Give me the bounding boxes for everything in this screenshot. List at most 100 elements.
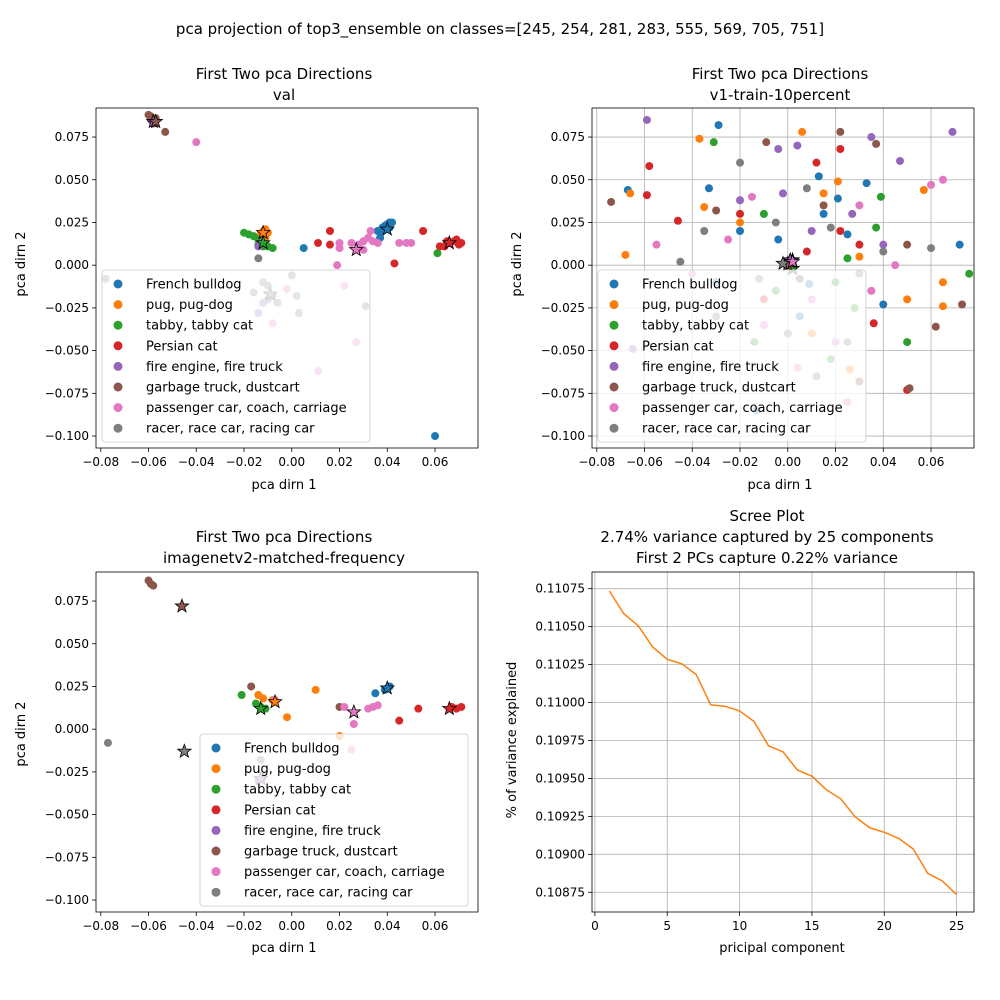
imagenetv2-series-1-point (259, 694, 268, 703)
train-legend-marker (609, 403, 619, 413)
train-y-tick-label: 0.050 (551, 173, 585, 187)
imagenetv2-series-7-centroid-star (176, 743, 193, 758)
imagenetv2-legend-label: passenger car, coach, carriage (244, 865, 445, 880)
val-x-axis-label: pca dirn 1 (251, 478, 316, 493)
train-series-1-point (819, 189, 828, 198)
val-series-6-point (395, 238, 404, 247)
train-series-7-centroid-star (775, 255, 791, 271)
imagenetv2-axes-frame (95, 571, 479, 913)
train-scatter-panel: First Two pca Directions v1-train-10perc… (510, 65, 975, 493)
train-series-4-point (736, 196, 745, 205)
scree-x-tick-label: 10 (732, 919, 747, 933)
imagenetv2-x-tick-label: −0.04 (178, 919, 215, 933)
val-legend-label: garbage truck, dustcart (146, 381, 300, 396)
train-y-tick-label: −0.050 (541, 344, 585, 358)
scree-plot-panel: Scree Plot 2.74% variance captured by 25… (505, 507, 975, 956)
imagenetv2-series-0-centroid-star (379, 680, 396, 695)
val-series-3-point (435, 242, 444, 251)
train-series-6-point (891, 261, 900, 270)
train-series-6-point (938, 175, 947, 184)
imagenetv2-x-tick-label: −0.02 (226, 919, 263, 933)
train-y-tick-label: 0.000 (551, 258, 585, 272)
val-y-tick-label: −0.100 (45, 429, 89, 443)
val-x-tick-label: −0.06 (130, 455, 167, 469)
train-series-3-point (869, 319, 878, 328)
train-y-tick-label: 0.025 (551, 215, 585, 229)
scree-axes-frame (591, 571, 975, 913)
val-series-0-point (299, 244, 308, 253)
imagenetv2-y-axis-label: pca dirn 2 (14, 701, 29, 766)
train-series-1-point (626, 189, 635, 198)
imagenetv2-legend-marker (211, 867, 221, 877)
train-series-6-point (867, 286, 876, 295)
imagenetv2-y-tick-label: −0.025 (45, 765, 89, 779)
val-series-6-point (366, 227, 375, 236)
train-series-1-point (938, 278, 947, 287)
imagenetv2-series-3-centroid-star (441, 700, 458, 716)
val-legend-label: passenger car, coach, carriage (146, 401, 347, 416)
val-series-5-centroid-star (147, 113, 164, 129)
train-legend-marker (609, 300, 619, 310)
scree-x-tick-label: 25 (949, 919, 964, 933)
imagenetv2-x-tick-label: 0.06 (422, 919, 449, 933)
train-x-tick-label: −0.02 (722, 455, 759, 469)
val-legend-marker (113, 423, 123, 433)
scree-y-axis-label: % of variance explained (505, 662, 520, 819)
train-series-1-point (833, 177, 842, 186)
train-legend-label: fire engine, fire truck (642, 360, 779, 375)
imagenetv2-series-5-centroid-star (174, 598, 190, 613)
val-series-6-centroid-star (348, 241, 364, 257)
train-series-7-point (879, 247, 888, 256)
scree-y-tick-label: 0.10925 (535, 809, 585, 823)
train-series-3-point (736, 209, 745, 218)
imagenetv2-y-tick-label: −0.050 (45, 808, 89, 822)
val-y-tick-label: 0.075 (55, 130, 89, 144)
train-legend-label: passenger car, coach, carriage (642, 401, 843, 416)
train-legend-label: racer, race car, racing car (642, 422, 811, 437)
imagenetv2-series-3-point (457, 702, 466, 711)
val-y-tick-label: 0.050 (55, 173, 89, 187)
val-series-2-centroid-star (255, 234, 271, 250)
val-y-tick-label: −0.025 (45, 301, 89, 315)
train-series-3-point (836, 227, 845, 236)
train-series-0-point (736, 227, 745, 236)
scree-y-tick-label: 0.10900 (535, 847, 585, 861)
scree-y-tick-label: 0.10975 (535, 733, 585, 747)
scree-y-tick-label: 0.11000 (535, 696, 585, 710)
val-legend-label: racer, race car, racing car (146, 422, 315, 437)
val-x-tick-label: 0.04 (374, 455, 401, 469)
train-series-1-point (736, 218, 745, 227)
train-legend-marker (609, 341, 619, 351)
train-series-2-point (876, 192, 885, 201)
train-series-7-point (826, 223, 835, 232)
train-series-4-point (867, 133, 876, 142)
val-legend-label: fire engine, fire truck (146, 360, 283, 375)
val-series-3-centroid-star (441, 234, 458, 250)
scree-panel-subtitle: 2.74% variance captured by 25 components (600, 528, 933, 546)
imagenetv2-y-tick-label: −0.100 (45, 893, 89, 907)
train-x-axis-label: pca dirn 1 (747, 478, 812, 493)
imagenetv2-scatter-panel: First Two pca Directions imagenetv2-matc… (14, 528, 479, 956)
train-series-6-point (927, 180, 936, 189)
imagenetv2-series-1-point (283, 713, 291, 722)
train-series-5-point (931, 322, 940, 331)
imagenetv2-y-tick-label: 0.050 (55, 637, 89, 651)
train-series-1-point (700, 203, 709, 212)
scree-x-tick-label: 5 (663, 919, 671, 933)
train-series-0-point (862, 179, 871, 188)
train-legend-marker (609, 279, 619, 289)
val-y-axis-label: pca dirn 2 (14, 231, 29, 296)
train-series-4-point (879, 240, 888, 249)
train-series-3-point (855, 240, 864, 249)
imagenetv2-series-1-point (311, 685, 320, 694)
imagenetv2-y-tick-label: 0.075 (55, 594, 89, 608)
train-series-0-point (843, 230, 852, 239)
imagenetv2-legend-box (199, 733, 469, 907)
train-series-6-point (724, 235, 733, 244)
val-series-3-point (314, 238, 323, 247)
train-series-6-centroid-star (784, 253, 801, 269)
train-legend-label: garbage truck, dustcart (642, 381, 796, 396)
imagenetv2-legend-label: Persian cat (244, 803, 316, 818)
train-series-5-point (872, 139, 881, 148)
